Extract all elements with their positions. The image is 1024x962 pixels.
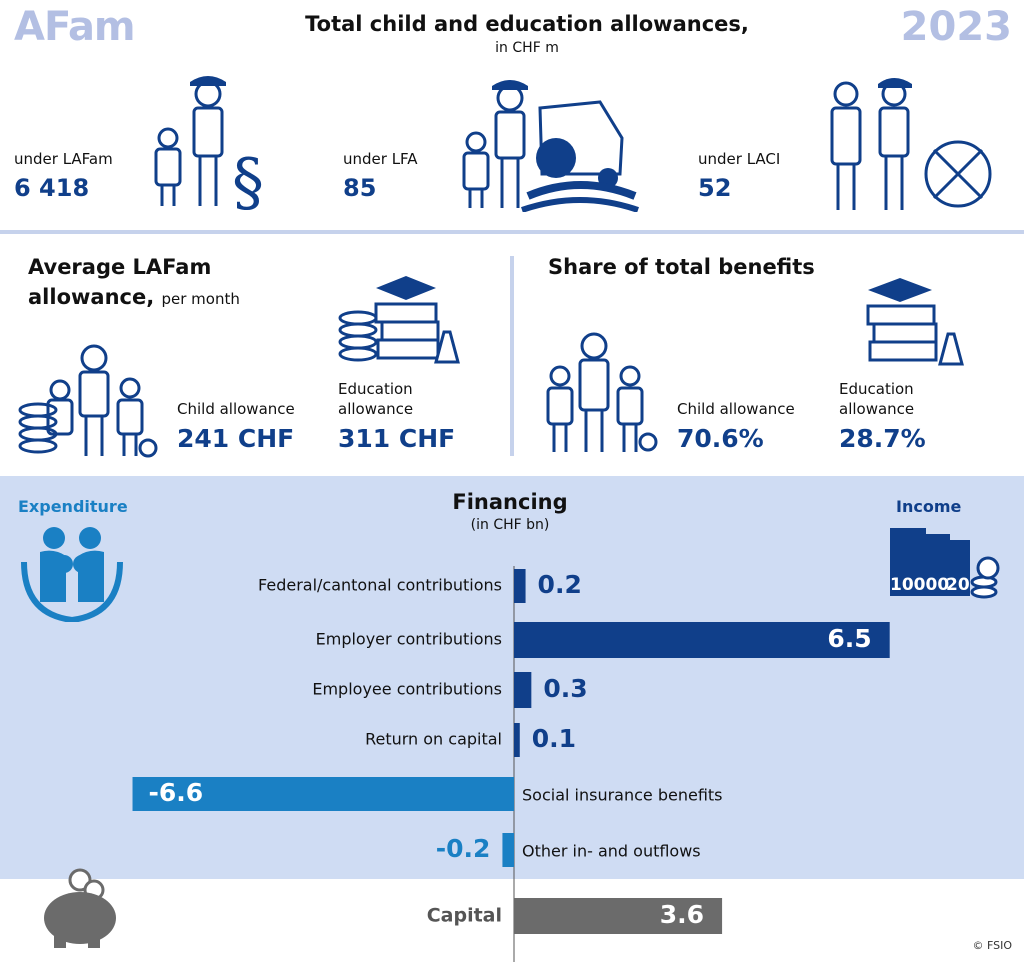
banknotes-coins-icon: 10000 20 xyxy=(890,528,1000,599)
value-label-4: -6.6 xyxy=(149,778,204,807)
piggy-bank-icon xyxy=(44,868,116,948)
family-icon xyxy=(546,332,658,452)
total-laci-label: under LACI xyxy=(698,150,781,168)
bar-1 xyxy=(514,622,890,658)
svg-text:§: § xyxy=(232,146,264,212)
total-lafam-value: 6 418 xyxy=(14,174,90,202)
average-child-label: Child allowance xyxy=(177,400,295,418)
category-label-4: Social insurance benefits xyxy=(522,786,723,805)
average-edu-label-2: allowance xyxy=(338,400,414,418)
value-label-3: 0.1 xyxy=(532,724,576,753)
bar-3 xyxy=(514,723,520,757)
unemployment-icon xyxy=(830,78,992,210)
books-graduation-icon-2 xyxy=(866,278,964,366)
bar-0 xyxy=(514,569,526,603)
value-label-0: 0.2 xyxy=(538,570,582,599)
income-label: Income xyxy=(896,497,962,516)
total-lfa-label: under LFA xyxy=(343,150,418,168)
share-child-label: Child allowance xyxy=(677,400,795,418)
average-edu-value: 311 CHF xyxy=(338,424,456,453)
financing-panel xyxy=(0,476,1024,879)
family-law-icon: § xyxy=(154,76,264,212)
value-label-6: 3.6 xyxy=(660,900,704,929)
category-label-2: Employee contributions xyxy=(312,680,502,699)
hands-family-icon xyxy=(21,527,123,622)
total-laci-value: 52 xyxy=(698,174,732,202)
financing-title: Financing xyxy=(452,490,568,514)
category-label-5: Other in- and outflows xyxy=(522,842,701,861)
share-title: Share of total benefits xyxy=(548,255,815,279)
bar-4 xyxy=(132,777,514,811)
value-label-1: 6.5 xyxy=(827,624,871,653)
financing-subtitle: (in CHF bn) xyxy=(470,517,550,533)
average-title: Average LAFam allowance, per month xyxy=(28,252,240,314)
farm-tractor-icon xyxy=(462,80,639,212)
section-divider xyxy=(0,230,1024,234)
bar-2 xyxy=(514,672,532,708)
copyright: © FSIO xyxy=(972,939,1012,952)
bar-6 xyxy=(514,898,723,934)
share-edu-label-2: allowance xyxy=(839,400,915,418)
svg-text:20: 20 xyxy=(946,575,970,595)
value-label-2: 0.3 xyxy=(543,674,587,703)
expenditure-label: Expenditure xyxy=(18,497,128,516)
share-edu-label-1: Education xyxy=(839,380,914,398)
bar-5 xyxy=(502,833,514,867)
average-title-line2: allowance, xyxy=(28,285,155,309)
family-coins-icon xyxy=(18,344,158,458)
year-label: 2023 xyxy=(900,4,1012,50)
total-lafam-label: under LAFam xyxy=(14,150,113,168)
page-subtitle: in CHF m xyxy=(495,40,559,56)
category-label-1: Employer contributions xyxy=(316,630,502,649)
value-label-5: -0.2 xyxy=(436,834,491,863)
average-child-value: 241 CHF xyxy=(177,424,295,453)
page-title: Total child and education allowances, xyxy=(305,12,749,36)
category-label-6: Capital xyxy=(427,905,502,927)
category-label-3: Return on capital xyxy=(365,730,502,749)
svg-text:10000: 10000 xyxy=(890,575,949,595)
financing-bar-chart: Federal/cantonal contributions 0.2 Employe… xyxy=(132,566,890,962)
vertical-divider xyxy=(510,256,514,456)
share-edu-value: 28.7% xyxy=(839,424,926,453)
average-edu-label-1: Education xyxy=(338,380,413,398)
average-title-line1: Average LAFam xyxy=(28,255,212,279)
brand-title: AFam xyxy=(14,4,136,50)
books-graduation-icon xyxy=(338,276,460,364)
total-lfa-value: 85 xyxy=(343,174,377,202)
average-title-note: per month xyxy=(161,290,240,308)
category-label-0: Federal/cantonal contributions xyxy=(258,576,502,595)
share-child-value: 70.6% xyxy=(677,424,764,453)
